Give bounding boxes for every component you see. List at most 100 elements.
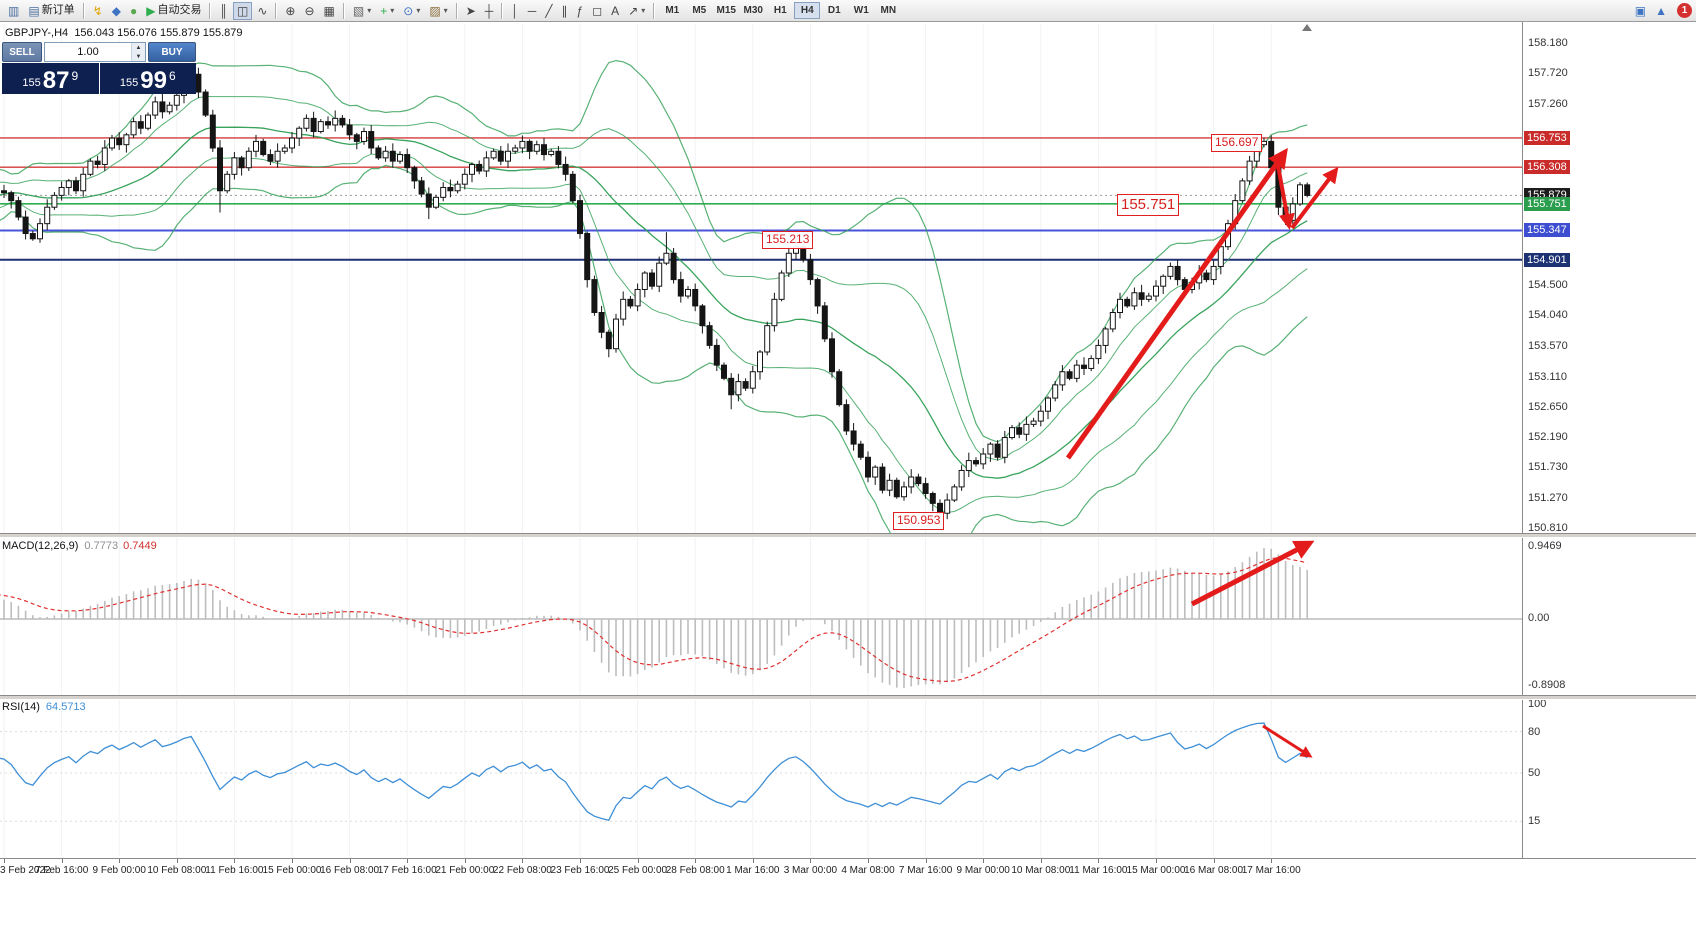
timeframe-d1-button[interactable]: D1 [821,2,847,19]
tile-windows-icon[interactable]: ▦ [320,2,339,20]
toolbar-separator [275,2,278,19]
line-chart-icon-glyph: ∿ [257,3,268,18]
timeframe-w1-button[interactable]: W1 [848,2,874,19]
time-axis-label: 3 Mar 00:00 [783,865,838,876]
ask-price[interactable]: 155 99 6 [99,63,196,94]
macd-label: MACD(12,26,9) 0.7773 0.7449 [2,540,157,552]
vertical-line-icon[interactable]: │ [507,2,523,20]
timeframe-h4-button[interactable]: H4 [794,2,821,19]
rsi-label: RSI(14) 64.5713 [2,701,86,713]
time-axis-label: 25 Feb 00:00 [608,865,668,876]
periods-icon[interactable]: ⊙ ▾ [399,2,424,20]
timeframe-m15-button[interactable]: M15 [713,2,739,19]
metaquotes-icon[interactable]: ● [126,2,141,20]
price-axis-label: 150.810 [1528,522,1568,535]
crosshair-icon[interactable]: ┼ [481,2,498,20]
volume-spinner[interactable]: ▲ ▼ [131,43,145,61]
price-axis-label: 152.190 [1528,431,1568,444]
horizontal-line-icon[interactable]: ─ [524,2,541,20]
volume-field[interactable]: 1.00 ▲ ▼ [44,42,146,62]
macd-axis-label: -0.8908 [1528,679,1566,691]
timeframe-mn-button[interactable]: MN [875,2,901,19]
price-tag[interactable]: 154.901 [1524,252,1570,267]
volume-up-icon[interactable]: ▲ [132,43,145,52]
panel-separator[interactable] [0,695,1696,700]
dropdown-caret-icon[interactable]: ▾ [390,5,395,15]
time-axis-label: 9 Mar 00:00 [956,865,1010,876]
time-axis-label: 7 Mar 16:00 [898,865,953,876]
order-controls-row: SELL 1.00 ▲ ▼ BUY [2,42,196,62]
time-axis-label: 16 Feb 08:00 [320,865,380,876]
toolbar-separator [342,2,345,19]
channel-icon[interactable]: ∥ [558,2,572,20]
price-tag[interactable]: 156.308 [1524,160,1570,175]
toolbar-separator [82,2,85,19]
dropdown-caret-icon[interactable]: ▾ [367,5,372,15]
line-chart-icon[interactable]: ∿ [253,2,271,20]
time-axis-label: 16 Mar 08:00 [1184,865,1244,876]
price-tag[interactable]: 156.753 [1524,130,1570,145]
timeframe-m5-button[interactable]: M5 [686,2,712,19]
one-click-trading-panel: SELL 1.00 ▲ ▼ BUY 155 87 9 155 99 6 [2,42,196,94]
timeframe-m30-button[interactable]: M30 [740,2,766,19]
new-order-glyph: ▤ [28,3,40,18]
horizontal-line-icon-glyph: ─ [527,3,537,18]
time-axis: 3 Feb 2022 7 Feb 16:00 9 Feb 00:00 10 Feb 0… [0,858,1696,881]
buy-button[interactable]: BUY [148,42,196,62]
shapes-icon[interactable]: ◻ [588,2,606,20]
mql-community-icon[interactable]: ↯ [89,2,107,20]
annotation-box[interactable]: 155.213 [762,231,814,249]
new-order-button[interactable]: ▤ 新订单 [24,2,78,20]
annotation-box[interactable]: 150.953 [893,512,945,530]
zoom-in-icon[interactable]: ⊕ [281,2,299,20]
dropdown-caret-icon[interactable]: ▾ [443,5,448,15]
bar-chart-icon[interactable]: ║ [215,2,232,20]
timeframe-h1-button[interactable]: H1 [767,2,793,19]
volume-down-icon[interactable]: ▼ [132,52,145,61]
trendline-icon-glyph: ╱ [545,3,553,18]
price-tag[interactable]: 155.347 [1524,223,1570,238]
new-chart-button[interactable]: ▥ [4,2,23,20]
panel-separator[interactable] [0,533,1696,538]
bid-price[interactable]: 155 87 9 [2,63,99,94]
dropdown-caret-icon[interactable]: ▾ [641,5,646,15]
fibonacci-icon-glyph: ƒ [576,3,584,18]
sell-button[interactable]: SELL [2,42,42,62]
time-tick [349,859,351,863]
chart-window-icon-glyph: ▣ [1634,3,1647,18]
price-axis-label: 153.570 [1528,340,1568,353]
macd-name: MACD(12,26,9) [2,540,79,552]
zoom-out-icon-glyph: ⊖ [304,3,315,18]
alerts-icon[interactable]: ▲ [1651,2,1671,20]
time-axis-label: 4 Mar 08:00 [841,865,895,876]
templates-icon[interactable]: ▨ ▾ [425,2,451,20]
chart-window-icon[interactable]: ▣ [1631,2,1650,20]
dropdown-caret-icon[interactable]: ▾ [416,5,421,15]
timeframe-m1-button[interactable]: M1 [659,2,685,19]
cursor-icon[interactable]: ➤ [462,2,480,20]
volume-value[interactable]: 1.00 [77,46,99,58]
price-axis: 158.180 157.720 157.260 154.500 154.040 153.5… [1522,22,1696,858]
zoom-out-icon[interactable]: ⊖ [300,2,318,20]
autotrading-button[interactable]: ▶ 自动交易 [142,2,205,20]
candlestick-chart-icon[interactable]: ◫ [232,1,253,20]
gridlines-layer [3,24,1272,856]
annotation-box[interactable]: 155.751 [1117,194,1180,216]
expert-advisors-icon[interactable]: ◆ [108,2,125,20]
toolbar-label: 自动交易 [157,4,202,16]
notifications-badge[interactable]: 1 [1677,3,1692,18]
time-tick [464,859,466,863]
annotation-box[interactable]: 156.697 [1211,134,1263,152]
fibonacci-icon[interactable]: ƒ [573,2,588,20]
trendline-icon[interactable]: ╱ [541,2,556,20]
price-tag[interactable]: 155.751 [1524,196,1570,211]
indicators-icon[interactable]: + ▾ [376,2,398,20]
price-axis-label: 158.180 [1528,37,1568,49]
indicators-icon-glyph: + [380,3,388,18]
channel-icon-glyph: ∥ [561,3,568,18]
profiles-icon[interactable]: ▧ ▾ [349,2,375,20]
text-icon[interactable]: A [607,2,623,20]
arrow-label-icon[interactable]: ↗ ▾ [624,2,649,20]
